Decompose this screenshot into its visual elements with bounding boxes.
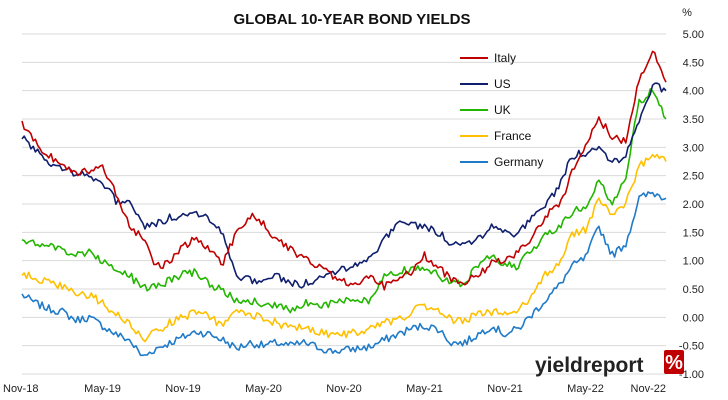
chart-title: GLOBAL 10-YEAR BOND YIELDS [234, 11, 471, 28]
legend-label-italy: Italy [494, 51, 516, 65]
x-tick-label: May-21 [406, 383, 443, 395]
y-tick-label: 2.50 [683, 171, 704, 183]
x-tick-label: May-22 [567, 383, 604, 395]
y-tick-label: 1.00 [683, 256, 704, 268]
logo-wordmark: yieldreport [535, 354, 644, 377]
y-tick-label: -1.00 [679, 369, 704, 381]
series-line-france [21, 153, 667, 343]
legend-label-germany: Germany [494, 155, 543, 169]
y-tick-label: 3.00 [683, 142, 704, 154]
series-line-uk [21, 88, 667, 314]
series-line-italy [21, 50, 667, 291]
y-tick-label: 0.50 [683, 284, 704, 296]
legend: Italy US UK France Germany [460, 51, 543, 169]
x-tick-label: May-19 [84, 383, 121, 395]
logo-percent-symbol: % [665, 352, 683, 374]
y-axis-ticks: 5.00 4.50 4.00 3.50 3.00 2.50 2.00 1.50 1.00 0.50… [679, 29, 704, 381]
logo-badge [664, 350, 684, 374]
y-tick-label: -0.50 [679, 341, 704, 353]
series-lines [21, 50, 667, 357]
x-tick-label: Nov-18 [3, 383, 38, 395]
y-tick-label: 1.50 [683, 227, 704, 239]
legend-label-france: France [494, 129, 532, 143]
y-tick-label: 5.00 [683, 29, 704, 41]
x-tick-label: Nov-19 [165, 383, 200, 395]
legend-label-uk: UK [494, 103, 511, 117]
logo-text-report: report [583, 354, 644, 377]
x-tick-label: Nov-20 [326, 383, 361, 395]
legend-label-us: US [494, 77, 511, 91]
logo-text-yield: yield [535, 354, 583, 377]
y-axis-unit: % [682, 7, 692, 19]
series-line-germany [21, 191, 667, 357]
series-line-us [21, 82, 667, 289]
y-tick-label: 4.00 [683, 86, 704, 98]
yieldreport-logo: yieldreport % [535, 350, 684, 377]
y-tick-label: 4.50 [683, 57, 704, 69]
y-tick-label: 0.00 [683, 312, 704, 324]
y-tick-label: 3.50 [683, 114, 704, 126]
x-axis-ticks: Nov-18 May-19 Nov-19 May-20 Nov-20 May-21 Nov-… [3, 383, 666, 395]
y-tick-label: 2.00 [683, 199, 704, 211]
grid [22, 33, 666, 375]
x-tick-label: Nov-21 [487, 383, 522, 395]
x-tick-label: May-20 [245, 383, 282, 395]
x-tick-label: Nov-22 [631, 383, 666, 395]
